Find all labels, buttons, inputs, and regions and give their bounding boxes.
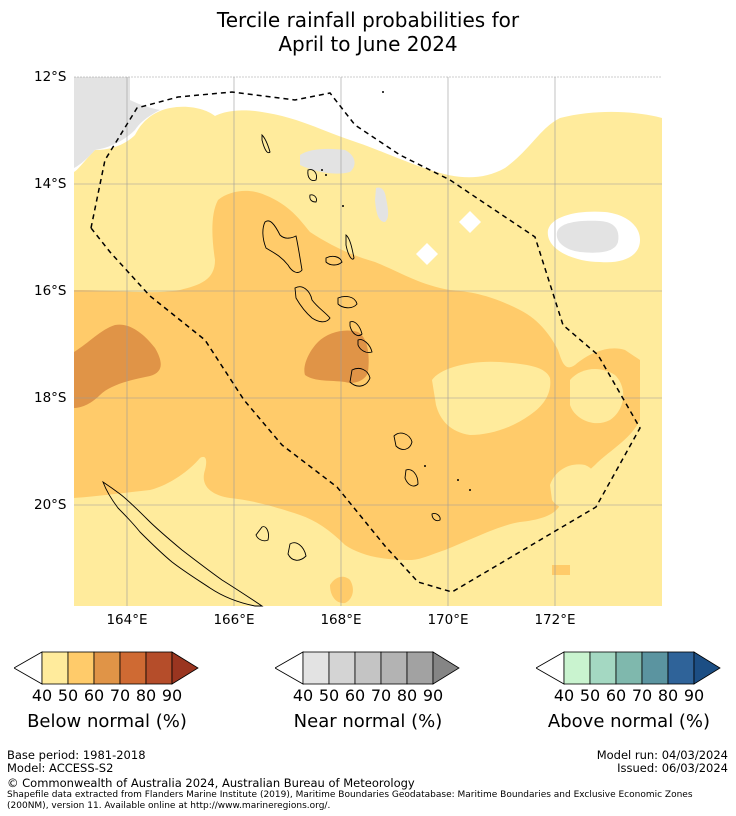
island-efate [349, 367, 371, 387]
colorbar-below-normal [14, 651, 199, 685]
graticule [74, 77, 662, 606]
lon-label-164e: 164°E [106, 612, 148, 628]
below-50-tail [552, 565, 570, 575]
tick-label: 60 [344, 686, 366, 705]
tick-label: 70 [370, 686, 392, 705]
tick-label: 40 [553, 686, 575, 705]
shapefile-credit-2: (200NM), version 11. Available online at… [7, 801, 331, 811]
shapefile-credit-1: Shapefile data extracted from Flanders M… [7, 790, 693, 800]
island-new-caledonia [102, 480, 264, 607]
lon-label-170e: 170°E [427, 612, 469, 628]
island-tanna [404, 469, 419, 487]
island-paama [349, 321, 363, 337]
title-line-1: Tercile rainfall probabilities for [216, 8, 520, 32]
base-period: Base period: 1981-2018 [7, 748, 146, 762]
near-normal-east [556, 220, 619, 253]
colorbar-near-label: Near normal (%) [293, 711, 443, 732]
colorbar-above-normal [536, 651, 721, 685]
no-signal-north [74, 77, 662, 178]
model-run: Model run: 04/03/2024 [596, 748, 728, 762]
tick-label: 80 [135, 686, 157, 705]
issued-date: Issued: 06/03/2024 [617, 761, 728, 775]
tick-label: 90 [683, 686, 705, 705]
below-60-west [74, 324, 161, 408]
island-epi [357, 339, 373, 353]
tick-label: 50 [579, 686, 601, 705]
lon-label-172e: 172°E [534, 612, 576, 628]
island-aneityum [431, 513, 441, 522]
near-normal-nw [74, 77, 160, 168]
lat-label-18s: 18°S [34, 390, 67, 406]
no-signal-diamond-1 [416, 243, 438, 265]
tick-label: 90 [161, 686, 183, 705]
island-malekula [294, 286, 331, 323]
island-espiritu-santo [262, 220, 303, 273]
lon-label-168e: 168°E [320, 612, 362, 628]
tick-label: 70 [631, 686, 653, 705]
tick-label: 80 [657, 686, 679, 705]
eez-boundary [90, 91, 641, 593]
island-banks [307, 169, 317, 181]
small-islets [321, 91, 471, 491]
near-normal-island [375, 187, 389, 222]
islands [102, 133, 441, 607]
colorbar-near-normal [275, 651, 460, 685]
tick-label: 80 [396, 686, 418, 705]
island-maewo [345, 234, 355, 260]
lat-label-16s: 16°S [34, 283, 67, 299]
below-40-island-east [432, 361, 551, 435]
island-pentecost [325, 255, 343, 266]
island-erromango [393, 432, 413, 450]
island-loyalty-2 [287, 542, 307, 561]
island-ambrym [337, 296, 358, 309]
island-small-1 [309, 194, 317, 203]
below-50-south-patch [330, 576, 353, 604]
tick-label: 70 [109, 686, 131, 705]
tick-label: 40 [31, 686, 53, 705]
copyright: © Commonwealth of Australia 2024, Austra… [7, 776, 415, 790]
lon-label-166e: 166°E [213, 612, 255, 628]
title-line-2: April to June 2024 [278, 32, 458, 56]
colorbar-above-label: Above normal (%) [547, 711, 711, 732]
island-torres [261, 133, 271, 154]
tick-label: 40 [292, 686, 314, 705]
below-40-island-se [550, 464, 597, 509]
tick-label: 50 [57, 686, 79, 705]
tick-label: 90 [422, 686, 444, 705]
map-title: Tercile rainfall probabilities for April… [0, 8, 736, 56]
colorbar-below-label: Below normal (%) [27, 711, 187, 732]
island-loyalty-1 [255, 526, 269, 542]
rainfall-map [74, 76, 662, 607]
tick-label: 60 [605, 686, 627, 705]
lat-label-20s: 20°S [34, 497, 67, 513]
lat-label-12s: 12°S [34, 69, 67, 85]
tick-label: 60 [83, 686, 105, 705]
no-signal-diamond-2 [459, 211, 481, 233]
tick-label: 50 [318, 686, 340, 705]
below-40-island-right [570, 368, 624, 424]
model-name: Model: ACCESS-S2 [7, 761, 114, 775]
lat-label-14s: 14°S [34, 176, 67, 192]
